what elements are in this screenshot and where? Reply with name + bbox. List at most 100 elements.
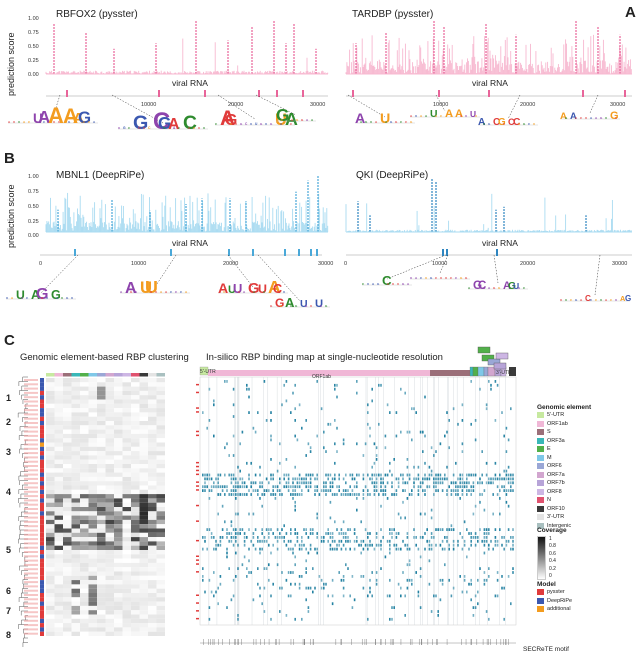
heatmap-cell (114, 433, 123, 439)
heatmap-row-label (24, 447, 38, 450)
heatmap-cell (148, 550, 157, 555)
row-model-tick (196, 539, 199, 542)
heatmap-row-model (40, 554, 44, 559)
heatmap-cell (54, 580, 63, 585)
binding-mark (490, 539, 492, 543)
heatmap-cell (114, 429, 123, 434)
heatmap-cell (139, 446, 148, 452)
heatmap-cell (54, 386, 63, 391)
heatmap-cell (46, 507, 55, 512)
binding-mark (241, 485, 244, 489)
binding-mark (309, 543, 312, 547)
binding-mark (351, 493, 354, 496)
heatmap-cell (131, 597, 140, 602)
binding-mark (435, 528, 437, 531)
binding-mark (461, 419, 464, 422)
logo-connector (435, 94, 446, 112)
heatmap-cell (139, 433, 148, 439)
binding-mark (213, 434, 215, 438)
heatmap-cell (139, 623, 148, 628)
heatmap-cell (97, 429, 106, 434)
binding-mark (466, 477, 468, 481)
heatmap-cell (97, 425, 106, 430)
binding-mark (468, 532, 470, 535)
binding-mark (305, 586, 307, 590)
heatmap-cell (114, 558, 123, 563)
legend-label: M (547, 454, 552, 461)
binding-mark (512, 481, 514, 485)
site-mark (582, 90, 584, 97)
logo-letter: C (178, 126, 181, 130)
binding-mark (215, 590, 217, 594)
binding-mark (499, 489, 501, 492)
heatmap-cell (105, 584, 114, 589)
binding-mark (496, 543, 499, 547)
heatmap-row-label (24, 422, 38, 424)
heatmap-cell (139, 395, 148, 400)
heatmap-cell (63, 593, 72, 598)
heatmap-cell (156, 442, 165, 447)
row-model-tick (196, 602, 199, 604)
heatmap-cell (54, 382, 63, 387)
logo-letter: U (263, 290, 265, 294)
heatmap-cell (114, 575, 123, 581)
heatmap-cell (80, 618, 89, 624)
binding-mark (367, 473, 369, 477)
binding-mark (325, 582, 327, 586)
binding-mark (428, 543, 431, 547)
binding-mark (496, 477, 499, 481)
binding-mark (448, 485, 450, 489)
binding-mark (384, 489, 387, 492)
a-ytick-5: 0.00 (28, 72, 39, 78)
heatmap-row-model (40, 545, 44, 550)
binding-mark (461, 489, 464, 492)
binding-mark (435, 473, 437, 477)
binding-mark (243, 481, 246, 485)
binding-mark (316, 512, 318, 516)
binding-mark (349, 493, 351, 496)
binding-mark (327, 489, 329, 492)
binding-mark (232, 528, 235, 531)
binding-mark (474, 419, 477, 422)
map-s-block (430, 370, 470, 376)
binding-mark (279, 481, 281, 485)
heatmap-cell (80, 580, 89, 585)
heatmap-cell (63, 524, 72, 529)
heatmap-cell (54, 502, 63, 507)
binding-mark (415, 543, 417, 547)
binding-mark (248, 477, 250, 481)
logo-letter: G (483, 286, 486, 290)
binding-mark (477, 539, 479, 543)
heatmap-cell (54, 399, 63, 404)
panel-letter-c: C (4, 332, 15, 349)
binding-mark (393, 606, 395, 609)
binding-mark (417, 590, 420, 594)
heatmap-cell (148, 438, 157, 443)
binding-mark (391, 532, 393, 535)
heatmap-cell (97, 545, 106, 550)
binding-mark (274, 497, 277, 500)
binding-mark (477, 602, 479, 606)
logo-connector (111, 94, 164, 124)
model-legend-item: additional (537, 605, 643, 614)
binding-mark (448, 578, 450, 582)
binding-mark (452, 547, 455, 551)
logo-letter: G (78, 108, 91, 127)
heatmap-cell (131, 631, 140, 636)
logo-letter: U (380, 111, 390, 127)
binding-mark (270, 617, 272, 621)
logo-letter: A (188, 126, 191, 130)
binding-mark (356, 497, 358, 500)
binding-mark (479, 477, 481, 481)
heatmap-cell (46, 623, 55, 628)
heatmap-cell (131, 498, 140, 503)
binding-mark (298, 543, 301, 547)
binding-mark (329, 422, 332, 426)
heatmap-cell (88, 442, 97, 447)
binding-mark (336, 493, 338, 496)
heatmap-cell (71, 610, 80, 615)
legend-label: additional (547, 606, 571, 613)
binding-mark (349, 594, 351, 598)
binding-mark (448, 446, 450, 450)
a-left-xtick-30000: 30000 (310, 102, 326, 108)
